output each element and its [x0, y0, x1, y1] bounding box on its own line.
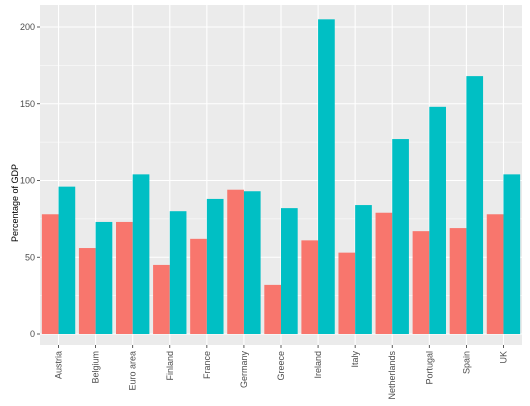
x-tick-label: Finland: [165, 351, 175, 381]
x-tick-label: Portugal: [424, 351, 434, 385]
y-tick-label: 200: [20, 22, 35, 32]
bar-belgium-series-2: [95, 221, 113, 334]
x-tick-label: Belgium: [91, 351, 101, 384]
bar-uk-series-2: [503, 174, 521, 334]
x-axis: Austria Belgium Euro area Finland France Germ…: [54, 345, 508, 400]
bar-italy-series-1: [338, 252, 356, 334]
bars: [41, 19, 521, 335]
bar-france-series-2: [206, 198, 224, 334]
x-tick-label: Ireland: [313, 351, 323, 379]
bar-finland-series-2: [169, 211, 187, 334]
y-axis: 0 50 100 150 200: [20, 22, 40, 339]
bar-germany-series-2: [243, 191, 261, 334]
x-tick-label: Italy: [350, 351, 360, 368]
x-tick-label: Austria: [54, 351, 64, 379]
bar-italy-series-2: [355, 205, 372, 334]
bar-austria-series-1: [41, 214, 59, 334]
bar-euro-area-series-2: [132, 174, 150, 334]
bar-greece-series-2: [281, 208, 298, 334]
bar-finland-series-1: [153, 264, 170, 334]
bar-spain-series-2: [466, 76, 484, 335]
x-tick-label: Greece: [276, 351, 286, 381]
x-tick-label: Euro area: [128, 351, 138, 391]
y-tick-label: 150: [20, 99, 35, 109]
bar-ireland-series-2: [318, 19, 335, 334]
x-tick-label: UK: [498, 351, 508, 364]
bar-euro-area-series-1: [116, 221, 133, 334]
bar-netherlands-series-2: [392, 139, 409, 334]
bar-uk-series-1: [486, 214, 504, 334]
bar-portugal-series-2: [429, 106, 446, 334]
y-tick-label: 0: [30, 329, 35, 339]
bar-france-series-1: [190, 238, 207, 334]
bar-germany-series-1: [227, 189, 244, 334]
bar-greece-series-1: [264, 284, 281, 334]
bar-portugal-series-1: [412, 231, 430, 334]
y-tick-label: 50: [25, 252, 35, 262]
bar-ireland-series-1: [301, 240, 319, 334]
bar-austria-series-2: [58, 186, 76, 334]
bar-spain-series-1: [449, 228, 467, 334]
y-tick-label: 100: [20, 176, 35, 186]
x-tick-label: Netherlands: [387, 351, 397, 400]
bar-netherlands-series-1: [375, 212, 393, 334]
x-tick-label: France: [202, 351, 212, 379]
x-tick-label: Spain: [461, 351, 471, 374]
bar-belgium-series-1: [78, 248, 96, 334]
y-axis-title: Percentage of GDP: [10, 164, 20, 242]
x-tick-label: Germany: [239, 351, 249, 389]
